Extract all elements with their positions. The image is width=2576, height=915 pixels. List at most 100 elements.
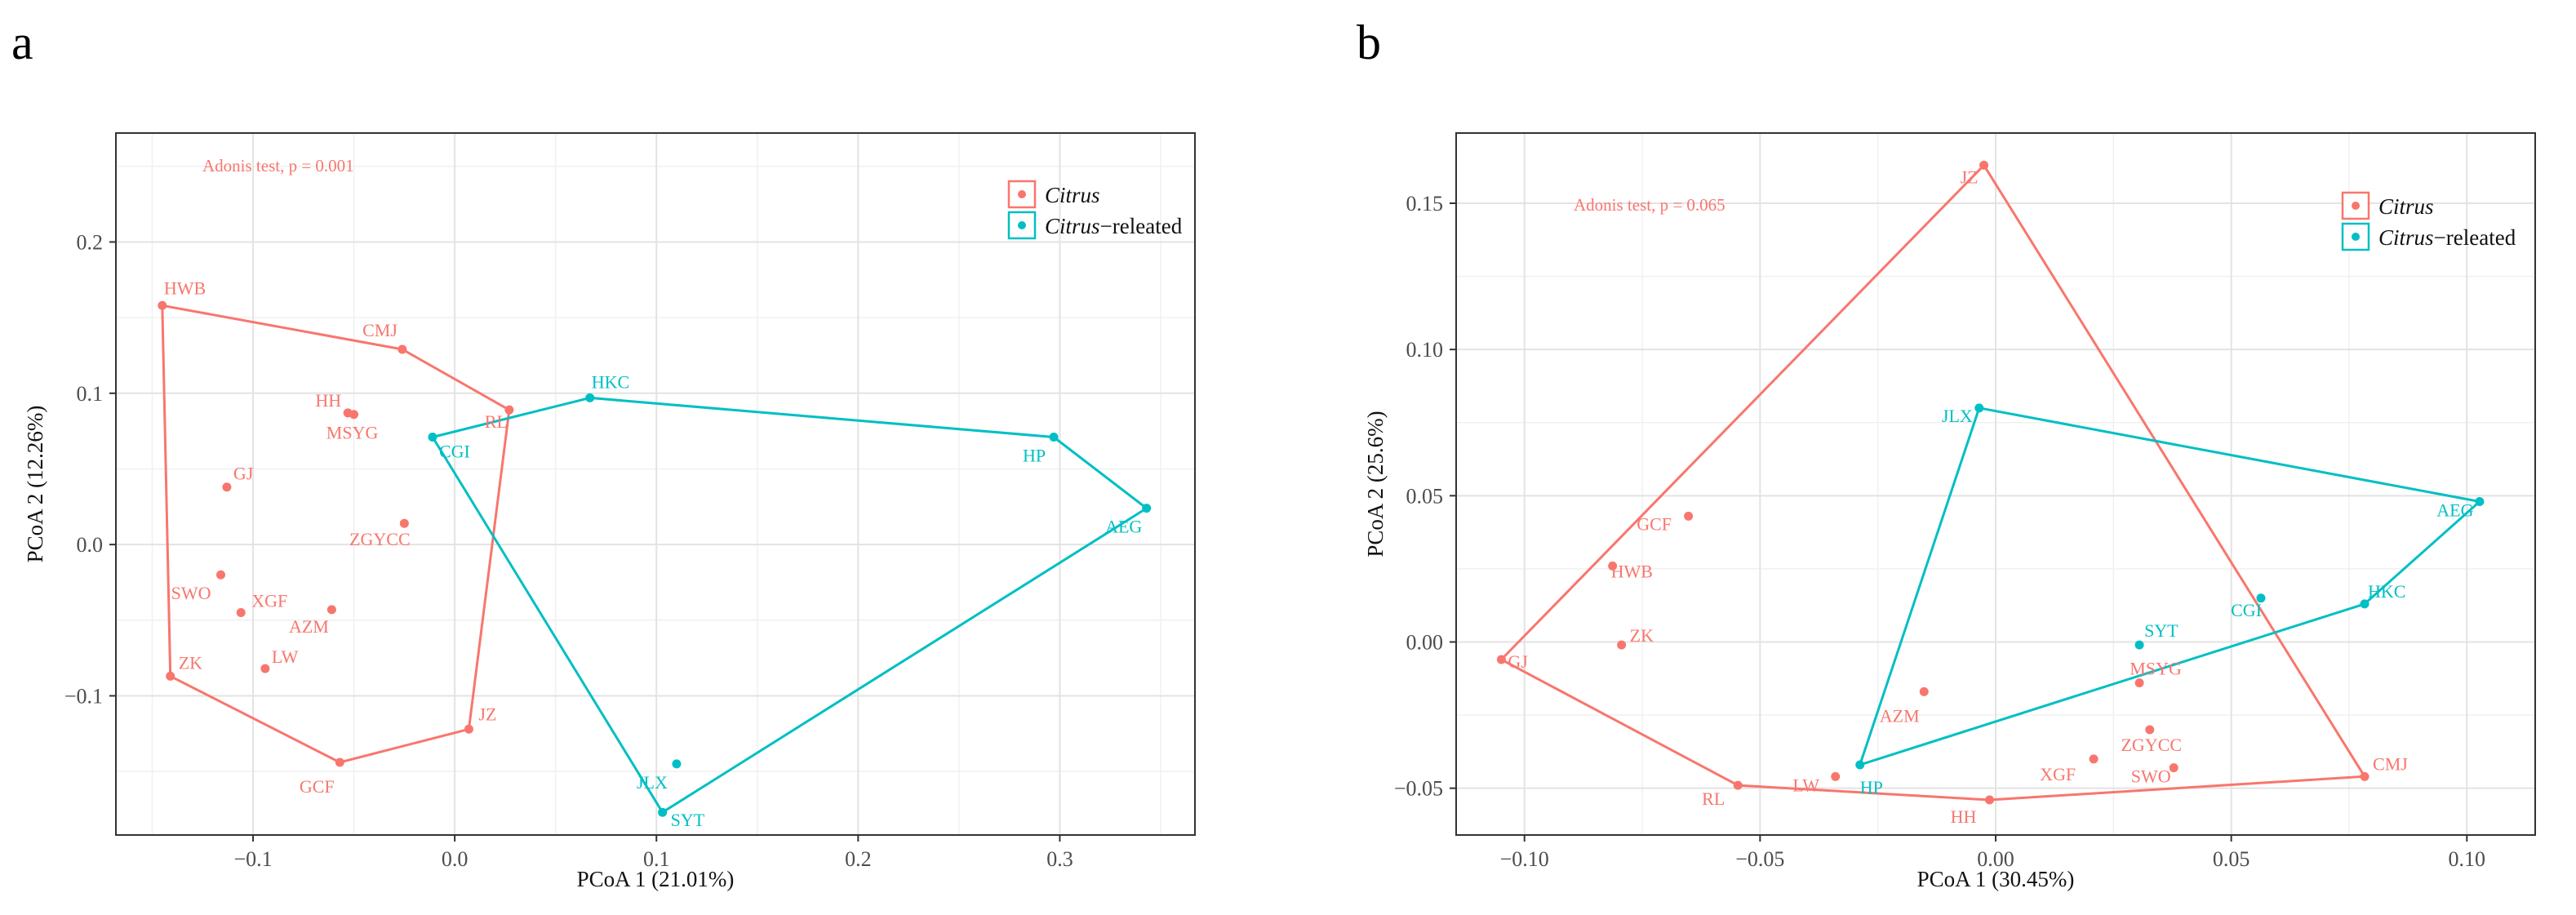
data-point-lw xyxy=(1831,771,1841,781)
point-label-jlx: JLX xyxy=(637,772,668,793)
data-point-cmj xyxy=(2360,771,2369,781)
point-label-syt: SYT xyxy=(2144,620,2178,641)
point-label-azm: AZM xyxy=(1880,705,1920,726)
x-tick-label: 0.10 xyxy=(2449,847,2486,871)
point-label-zgycc: ZGYCC xyxy=(349,529,411,549)
point-label-aeg: AEG xyxy=(1105,517,1142,537)
data-point-gcf xyxy=(1684,511,1694,521)
data-point-msyg xyxy=(349,410,359,420)
x-tick-label: −0.10 xyxy=(1500,847,1549,871)
point-label-xgf: XGF xyxy=(2040,764,2076,784)
data-point-zk xyxy=(166,671,175,681)
hull-citrus xyxy=(1499,163,2366,802)
x-tick-label: 0.2 xyxy=(845,847,872,871)
legend-label-suffix: −releated xyxy=(1100,214,1183,238)
data-point-swo xyxy=(2169,763,2178,773)
data-point-zk xyxy=(1617,640,1627,650)
point-label-azm: AZM xyxy=(289,616,329,637)
point-label-gcf: GCF xyxy=(300,776,335,797)
point-label-hwb: HWB xyxy=(1611,561,1653,581)
data-point-xgf xyxy=(2089,754,2099,764)
data-point-jz xyxy=(464,724,473,734)
x-tick-label: 0.00 xyxy=(1977,847,2014,871)
data-point-swo xyxy=(215,570,225,580)
data-point-hkc xyxy=(585,393,595,402)
y-tick-label: 0.15 xyxy=(1406,192,1444,215)
point-label-xgf: XGF xyxy=(251,591,287,611)
data-point-zgycc xyxy=(399,518,409,528)
legend-key-point-1 xyxy=(2352,233,2360,241)
point-label-msyg: MSYG xyxy=(326,423,379,443)
data-point-gcf xyxy=(335,757,344,767)
legend-label-0: Citrus xyxy=(2378,194,2434,219)
legend-key-point-0 xyxy=(1018,190,1026,198)
data-point-hh xyxy=(1984,795,1994,805)
data-point-syt xyxy=(2134,640,2144,650)
point-label-rl: RL xyxy=(1702,788,1725,809)
data-point-zgycc xyxy=(2145,725,2155,735)
point-label-hp: HP xyxy=(1860,777,1883,797)
point-label-jz: JZ xyxy=(478,704,496,724)
y-tick-label: 0.0 xyxy=(77,533,104,557)
point-label-hh: HH xyxy=(315,390,341,411)
data-point-cgi xyxy=(2256,593,2266,603)
point-label-cgi: CGI xyxy=(439,442,470,462)
data-point-msyg xyxy=(2134,678,2144,688)
data-point-cgi xyxy=(428,433,437,442)
y-tick-label: 0.05 xyxy=(1406,484,1444,508)
point-label-swo: SWO xyxy=(2131,766,2171,787)
y-tick-label: −0.05 xyxy=(1394,777,1443,801)
panel-letter: a xyxy=(11,16,33,69)
x-tick-label: 0.1 xyxy=(643,847,670,871)
point-label-cmj: CMJ xyxy=(2373,753,2408,774)
x-axis-title: PCoA 1 (30.45%) xyxy=(1917,867,2075,891)
point-label-aeg: AEG xyxy=(2436,500,2473,521)
y-tick-label: 0.10 xyxy=(1406,338,1444,362)
data-point-hp xyxy=(1855,760,1865,770)
legend-label-1: Citrus−releated xyxy=(2378,225,2516,250)
legend-label-italic: Citrus xyxy=(1045,214,1100,238)
point-label-msyg: MSYG xyxy=(2130,659,2182,679)
data-point-aeg xyxy=(1142,504,1152,513)
data-point-rl xyxy=(504,405,514,415)
point-label-zk: ZK xyxy=(1630,625,1654,646)
adonis-annotation: Adonis test, p = 0.065 xyxy=(1574,195,1725,215)
data-point-hwb xyxy=(1608,561,1618,571)
data-point-azm xyxy=(1919,686,1929,696)
x-tick-label: −0.1 xyxy=(233,847,272,871)
point-label-rl: RL xyxy=(485,411,508,432)
legend-key-point-1 xyxy=(1018,221,1026,229)
data-point-aeg xyxy=(2475,497,2485,506)
adonis-annotation: Adonis test, p = 0.001 xyxy=(202,156,354,175)
x-tick-label: 0.3 xyxy=(1046,847,1073,871)
legend-key-point-0 xyxy=(2352,202,2360,210)
data-point-syt xyxy=(658,807,668,817)
point-label-cmj: CMJ xyxy=(362,320,398,340)
x-tick-label: 0.0 xyxy=(442,847,469,871)
point-label-hwb: HWB xyxy=(164,278,206,298)
data-point-rl xyxy=(1733,780,1743,790)
point-label-cgi: CGI xyxy=(2231,600,2262,620)
plot-border xyxy=(115,132,1196,836)
data-point-jlx xyxy=(672,759,682,769)
point-label-hkc: HKC xyxy=(2368,581,2405,602)
data-point-gj xyxy=(1496,655,1506,664)
point-label-gj: GJ xyxy=(233,464,254,484)
legend-label-italic: Citrus xyxy=(2378,225,2434,250)
point-label-jlx: JLX xyxy=(1942,406,1973,426)
data-point-azm xyxy=(326,605,336,615)
panel-b: JZ GCF HWB ZK GJ AZM MSYG ZGYCC XGF SWO LW CMJ RL HH J… xyxy=(1357,16,2536,891)
data-point-hp xyxy=(1049,433,1059,442)
point-label-hh: HH xyxy=(1951,806,1977,827)
data-point-xgf xyxy=(236,608,246,618)
data-point-jz xyxy=(1979,160,1989,170)
legend-label-italic: Citrus xyxy=(1045,183,1100,207)
legend-label-1: Citrus−releated xyxy=(1045,214,1183,238)
legend-label-italic: Citrus xyxy=(2378,194,2434,219)
y-tick-label: 0.1 xyxy=(77,382,104,406)
point-label-jz: JZ xyxy=(1961,167,1979,187)
panel-letter: b xyxy=(1357,16,1381,69)
y-axis-title: PCoA 2 (12.26%) xyxy=(23,406,47,563)
